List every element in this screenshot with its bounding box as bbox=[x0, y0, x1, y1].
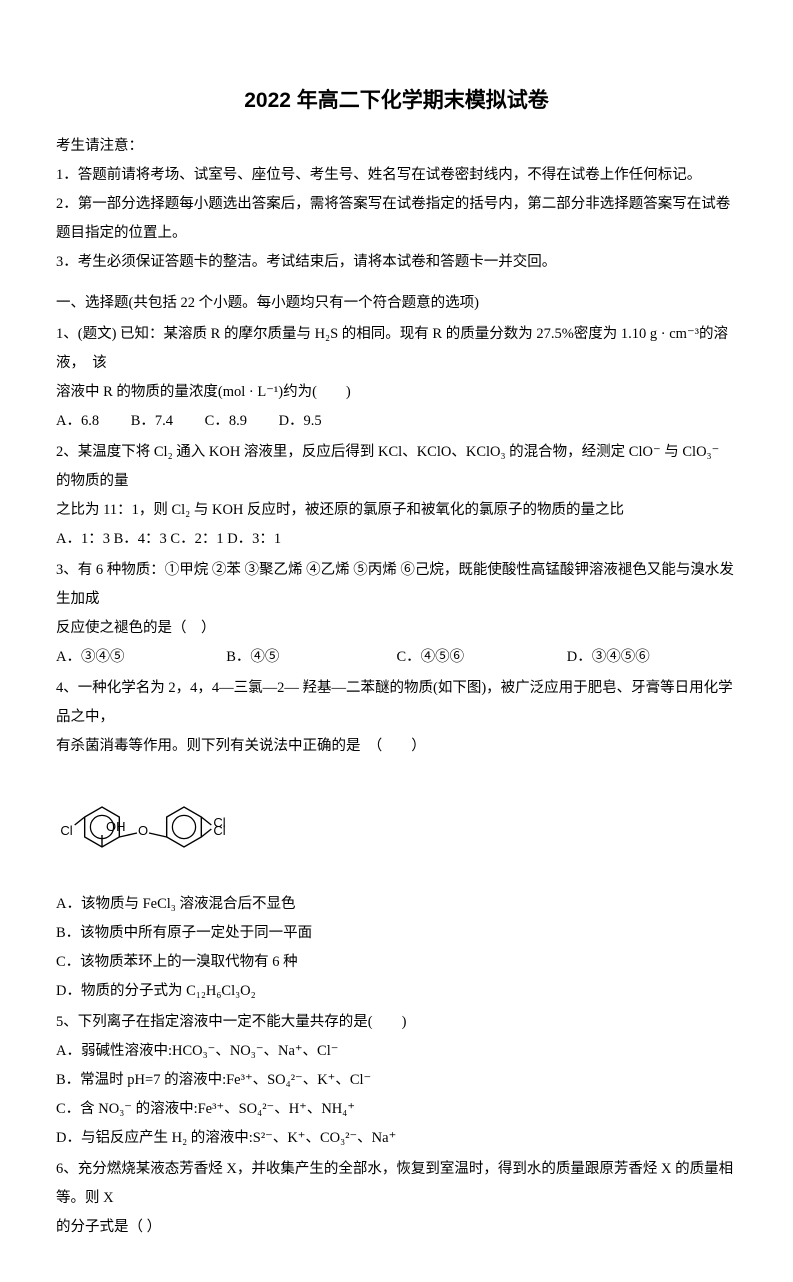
q3-opt-c: C．④⑤⑥ bbox=[397, 643, 567, 672]
q5-opt-a: A．弱碱性溶液中:HCO₃⁻、NO₃⁻、Na⁺、Cl⁻ bbox=[56, 1037, 737, 1066]
molecule-svg: OOHClClCl bbox=[56, 767, 236, 877]
q4-opt-c: C．该物质苯环上的一溴取代物有 6 种 bbox=[56, 948, 737, 977]
svg-text:Cl: Cl bbox=[213, 823, 225, 838]
q2-options: A．1：3 B．4：3 C．2：1 D．3：1 bbox=[56, 525, 737, 554]
q2-stem-b: 之比为 11：1，则 Cl₂ 与 KOH 反应时，被还原的氯原子和被氧化的氯原子… bbox=[56, 496, 737, 525]
q1-opt-d: D．9.5 bbox=[279, 407, 322, 436]
q5-opt-c: C．含 NO₃⁻ 的溶液中:Fe³⁺、SO₄²⁻、H⁺、NH₄⁺ bbox=[56, 1095, 737, 1124]
q1-options: A．6.8 B．7.4 C．8.9 D．9.5 bbox=[56, 407, 737, 436]
svg-text:OH: OH bbox=[106, 819, 126, 834]
q5-opt-b: B．常温时 pH=7 的溶液中:Fe³⁺、SO₄²⁻、K⁺、Cl⁻ bbox=[56, 1066, 737, 1095]
q1-opt-c: C．8.9 bbox=[205, 407, 247, 436]
notice-3: 3．考生必须保证答题卡的整洁。考试结束后，请将本试卷和答题卡一并交回。 bbox=[56, 248, 737, 277]
svg-text:O: O bbox=[138, 823, 148, 838]
q6-stem-b: 的分子式是（ ） bbox=[56, 1213, 737, 1242]
q3-opt-d: D．③④⑤⑥ bbox=[567, 643, 737, 672]
q1-opt-b: B．7.4 bbox=[131, 407, 173, 436]
page-title: 2022 年高二下化学期末模拟试卷 bbox=[56, 80, 737, 122]
section-1-head: 一、选择题(共包括 22 个小题。每小题均只有一个符合题意的选项) bbox=[56, 289, 737, 318]
q4-opt-b: B．该物质中所有原子一定处于同一平面 bbox=[56, 919, 737, 948]
q4-opt-d: D．物质的分子式为 C₁₂H₆Cl₃O₂ bbox=[56, 977, 737, 1006]
q1-stem-b: 溶液中 R 的物质的量浓度(mol · L⁻¹)约为( ) bbox=[56, 378, 737, 407]
q6-stem-a: 6、充分燃烧某液态芳香烃 X，并收集产生的全部水，恢复到室温时，得到水的质量跟原… bbox=[56, 1155, 737, 1213]
q4-opt-a: A．该物质与 FeCl₃ 溶液混合后不显色 bbox=[56, 890, 737, 919]
svg-text:Cl: Cl bbox=[60, 823, 72, 838]
q3-options: A．③④⑤ B．④⑤ C．④⑤⑥ D．③④⑤⑥ bbox=[56, 643, 737, 672]
q3-opt-a: A．③④⑤ bbox=[56, 643, 226, 672]
q3-stem-a: 3、有 6 种物质：①甲烷 ②苯 ③聚乙烯 ④乙烯 ⑤丙烯 ⑥己烷，既能使酸性高… bbox=[56, 556, 737, 614]
notice-2: 2．第一部分选择题每小题选出答案后，需将答案写在试卷指定的括号内，第二部分非选择… bbox=[56, 190, 737, 248]
q5-stem: 5、下列离子在指定溶液中一定不能大量共存的是( ) bbox=[56, 1008, 737, 1037]
notice-head: 考生请注意： bbox=[56, 132, 737, 161]
q1-stem-a: 1、(题文) 已知：某溶质 R 的摩尔质量与 H₂S 的相同。现有 R 的质量分… bbox=[56, 320, 737, 378]
notice-1: 1．答题前请将考场、试室号、座位号、考生号、姓名写在试卷密封线内，不得在试卷上作… bbox=[56, 161, 737, 190]
q3-opt-b: B．④⑤ bbox=[226, 643, 396, 672]
q1-opt-a: A．6.8 bbox=[56, 407, 99, 436]
q4-structure-image: OOHClClCl bbox=[56, 767, 737, 888]
q2-stem-a: 2、某温度下将 Cl₂ 通入 KOH 溶液里，反应后得到 KCl、KClO、KC… bbox=[56, 438, 737, 496]
q4-stem-a: 4、一种化学名为 2，4，4—三氯—2— 羟基—二苯醚的物质(如下图)，被广泛应… bbox=[56, 674, 737, 732]
q4-stem-b: 有杀菌消毒等作用。则下列有关说法中正确的是 （ ） bbox=[56, 732, 737, 761]
q3-stem-b: 反应使之褪色的是（ ） bbox=[56, 614, 737, 643]
q5-opt-d: D．与铝反应产生 H₂ 的溶液中:S²⁻、K⁺、CO₃²⁻、Na⁺ bbox=[56, 1124, 737, 1153]
